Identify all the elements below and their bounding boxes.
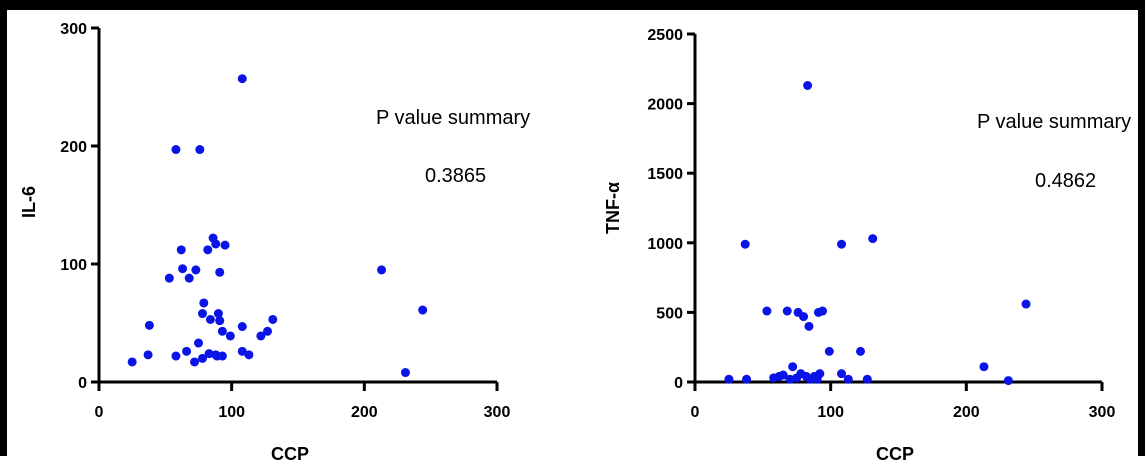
chart-il6-data-point xyxy=(213,309,223,319)
chart-tnf-y-tick-label: 500 xyxy=(656,305,683,322)
chart-tnf-data-point xyxy=(837,239,847,249)
chart-tnf-data-point xyxy=(862,374,872,384)
chart-il6-data-point xyxy=(204,349,214,359)
chart-il6-data-point xyxy=(195,145,205,155)
chart-il6-data-point xyxy=(190,357,200,367)
chart-il6-data-point xyxy=(127,357,137,367)
chart-tnf-data-point xyxy=(782,306,792,316)
chart-il6-data-point xyxy=(377,265,387,275)
chart-il6-data-point xyxy=(217,351,227,361)
chart-tnf-x-tick-label: 300 xyxy=(1089,404,1116,421)
chart-tnf-data-point xyxy=(803,81,813,91)
chart-il6-data-point xyxy=(197,309,207,319)
chart-il6-data-point xyxy=(262,326,272,336)
chart-il6-data-point xyxy=(268,314,278,324)
chart-il6-y-tick-label: 0 xyxy=(78,375,87,392)
chart-il6-data-point xyxy=(400,368,410,378)
chart-tnf-data-point xyxy=(837,369,847,379)
chart-tnf-data-point xyxy=(979,362,989,372)
chart-il6-annotation-title: P value summary xyxy=(376,107,530,129)
chart-il6-data-point xyxy=(184,273,194,283)
chart-tnf-annotation-title: P value summary xyxy=(977,111,1131,133)
chart-tnf-data-point xyxy=(856,346,866,356)
chart-tnf-data-point xyxy=(868,234,878,244)
chart-tnf-data-point xyxy=(818,306,828,316)
chart-tnf-data-point xyxy=(843,374,853,384)
chart-tnf-data-point xyxy=(785,374,795,384)
chart-il6-y-tick-label: 100 xyxy=(60,257,87,274)
scatter-charts-canvas: P value summary 0.3865 CCP IL-6 0 100 200 3… xyxy=(19,21,1131,464)
chart-tnf-data-point xyxy=(1021,299,1031,309)
chart-tnf-y-tick-label: 1500 xyxy=(647,166,683,183)
chart-il6-data-point xyxy=(182,346,192,356)
chart-il6-data-point xyxy=(244,350,254,360)
chart-tnf-data-point xyxy=(804,321,814,331)
chart-il6-y-axis-title: IL-6 xyxy=(19,186,39,218)
chart-tnf-y-axis-title: TNF-α xyxy=(603,182,623,234)
chart-il6-data-point xyxy=(237,74,247,84)
chart-il6-x-axis-title: CCP xyxy=(271,444,309,464)
chart-il6: P value summary 0.3865 CCP IL-6 0 100 200 3… xyxy=(19,21,530,464)
chart-il6-data-point xyxy=(199,298,209,308)
chart-tnf-y-tick-label: 1000 xyxy=(647,236,683,253)
chart-tnf-x-axis-title: CCP xyxy=(876,444,914,464)
chart-il6-data-point xyxy=(237,346,247,356)
chart-il6-data-point xyxy=(225,331,235,341)
chart-il6-y-tick-label: 300 xyxy=(60,21,87,38)
chart-tnf-data-point xyxy=(778,370,788,380)
chart-il6-data-point xyxy=(144,320,154,330)
chart-il6-data-point xyxy=(215,267,225,277)
chart-tnf-x-tick-label: 200 xyxy=(953,404,980,421)
chart-tnf-x-tick-label: 100 xyxy=(817,404,844,421)
chart-tnf-y-tick-label: 2500 xyxy=(647,27,683,44)
chart-il6-data-point xyxy=(176,245,186,255)
chart-il6-data-point xyxy=(220,240,230,250)
chart-il6-data-point xyxy=(171,145,181,155)
chart-il6-data-point xyxy=(171,351,181,361)
chart-tnf-data-point xyxy=(788,362,798,372)
chart-tnf-data-point xyxy=(799,312,809,322)
chart-il6-data-point xyxy=(164,273,174,283)
chart-tnf-data-point xyxy=(724,374,734,384)
chart-tnf-x-tick-label: 0 xyxy=(691,404,700,421)
chart-tnf-y-tick-label: 2000 xyxy=(647,97,683,114)
chart-il6-x-tick-label: 200 xyxy=(351,404,378,421)
chart-il6-annotation-pvalue: 0.3865 xyxy=(425,165,486,187)
chart-il6-data-point xyxy=(205,314,215,324)
chart-il6-data-point xyxy=(194,338,203,348)
chart-tnf-data-point xyxy=(815,369,825,379)
chart-il6-data-point xyxy=(178,264,188,274)
chart-il6-y-tick-label: 200 xyxy=(60,139,87,156)
chart-il6-x-tick-label: 100 xyxy=(218,404,245,421)
chart-il6-data-point xyxy=(197,353,207,363)
chart-il6-x-tick-label: 0 xyxy=(95,404,104,421)
chart-il6-data-point xyxy=(191,265,201,275)
chart-il6-data-point xyxy=(143,350,153,360)
chart-tnf-data-point xyxy=(824,346,834,356)
chart-il6-data-point xyxy=(203,245,213,255)
chart-tnf-data-point xyxy=(742,374,752,384)
chart-il6-data-point xyxy=(418,305,428,315)
chart-tnf: P value summary 0.4862 CCP TNF-α 0 500 100… xyxy=(603,27,1131,464)
chart-tnf-data-point xyxy=(1003,376,1013,386)
chart-il6-data-point xyxy=(237,322,247,332)
chart-il6-data-point xyxy=(215,316,225,326)
chart-tnf-data-point xyxy=(740,239,750,249)
chart-il6-x-tick-label: 300 xyxy=(484,404,511,421)
chart-il6-data-point xyxy=(217,326,227,336)
chart-tnf-annotation-pvalue: 0.4862 xyxy=(1035,170,1096,192)
chart-il6-data-point xyxy=(256,331,266,341)
chart-il6-data-point xyxy=(211,239,221,249)
chart-tnf-y-tick-label: 0 xyxy=(674,375,683,392)
chart-tnf-data-point xyxy=(762,306,772,316)
